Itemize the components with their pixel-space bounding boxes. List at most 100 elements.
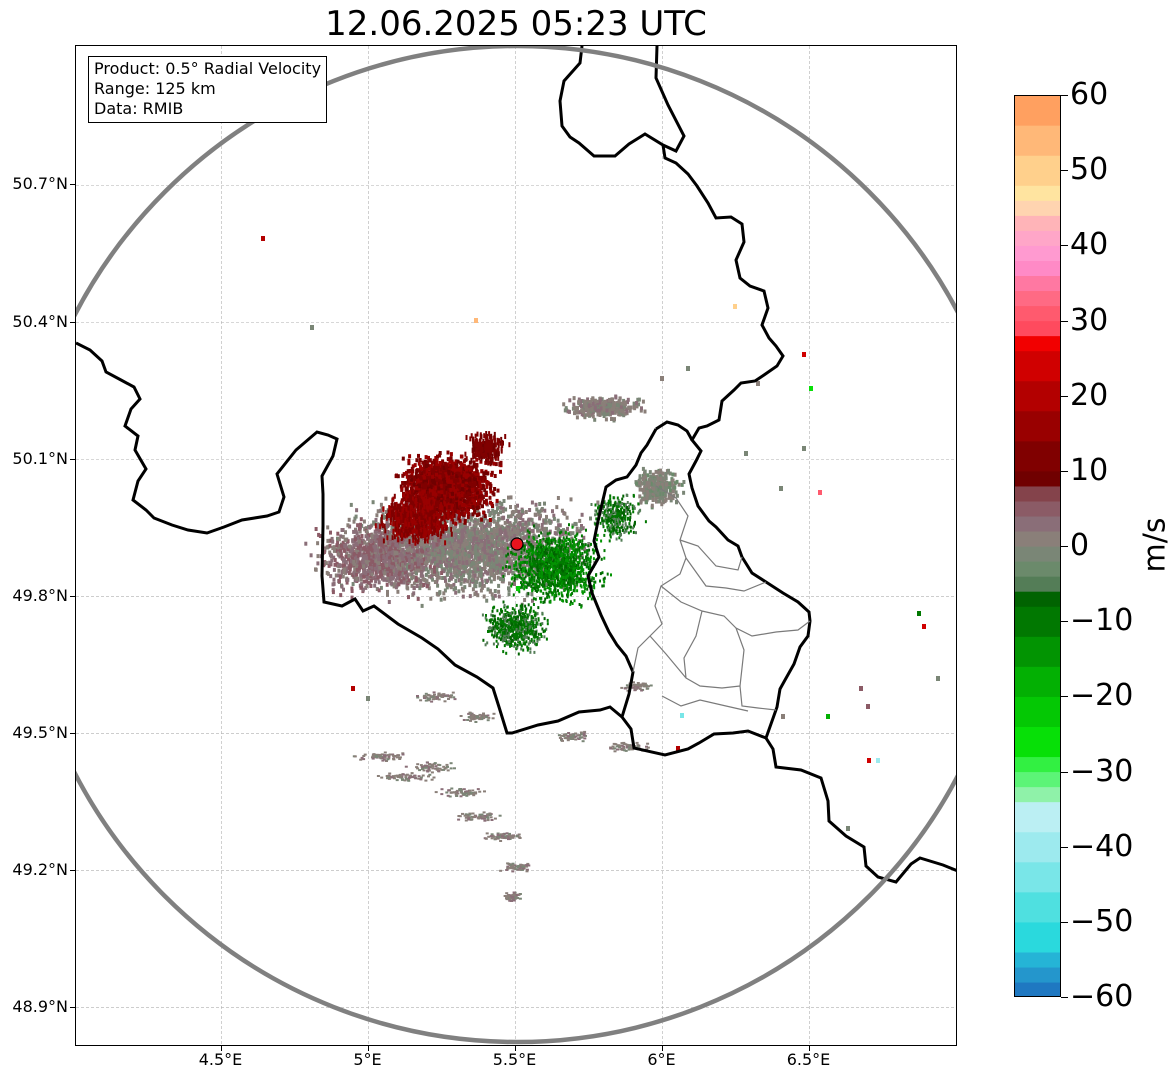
latitude-tick <box>70 321 75 323</box>
colorbar-segment <box>1014 275 1061 292</box>
latitude-label: 48.9°N <box>12 996 68 1016</box>
longitude-label: 6.5°E <box>786 1050 831 1069</box>
colorbar-segment <box>1014 951 1061 968</box>
colorbar-tick-label: 60 <box>1070 77 1109 112</box>
border-germany-belgium <box>661 144 956 884</box>
colorbar-segment <box>1014 350 1061 382</box>
velocity-echoes <box>261 236 940 902</box>
latitude-tick <box>70 595 75 597</box>
colorbar-tick <box>1061 621 1068 623</box>
longitude-tick <box>514 1046 516 1051</box>
latitude-tick <box>70 1006 75 1008</box>
colorbar-tick <box>1061 245 1068 247</box>
colorbar-tick-label: −40 <box>1070 828 1134 864</box>
colorbar-segment <box>1014 200 1061 216</box>
colorbar-tick-label: −50 <box>1070 903 1134 939</box>
colorbar-segment <box>1014 245 1061 261</box>
colorbar-segment <box>1014 981 1061 997</box>
colorbar-tick-label: 0 <box>1070 528 1090 563</box>
colorbar-segment <box>1014 771 1061 788</box>
colorbar-tick <box>1061 170 1068 172</box>
longitude-tick <box>220 1046 222 1051</box>
product-info-box: Product: 0.5° Radial Velocity Range: 125… <box>88 56 328 123</box>
colorbar-tick-label: −30 <box>1070 753 1134 789</box>
colorbar-segment <box>1014 561 1061 577</box>
longitude-tick <box>661 1046 663 1051</box>
border-belgium-netherlands-germany <box>558 46 686 158</box>
radar-map-canvas <box>76 46 956 1045</box>
longitude-label: 6°E <box>647 1050 676 1069</box>
colorbar-tick <box>1061 846 1068 848</box>
longitude-label: 5.5°E <box>492 1050 537 1069</box>
colorbar-segment <box>1014 215 1061 231</box>
longitude-label: 5°E <box>353 1050 382 1069</box>
colorbar-segment <box>1014 155 1061 186</box>
colorbar-tick-label: −10 <box>1070 603 1134 639</box>
colorbar-segment <box>1014 891 1061 923</box>
latitude-label: 49.5°N <box>12 722 68 742</box>
product-label: Product: 0.5° Radial Velocity <box>94 59 322 78</box>
colorbar-segment <box>1014 470 1061 487</box>
latitude-tick <box>70 184 75 186</box>
latitude-tick <box>70 732 75 734</box>
colorbar-segment <box>1014 756 1061 773</box>
colorbar-tick <box>1061 997 1068 998</box>
longitude-label: 4.5°E <box>198 1050 243 1069</box>
colorbar-tick <box>1061 696 1068 698</box>
colorbar-segment <box>1014 921 1061 953</box>
colorbar-tick <box>1061 771 1068 773</box>
colorbar-segment <box>1014 831 1061 863</box>
colorbar-segment <box>1014 786 1061 803</box>
colorbar-tick <box>1061 395 1068 397</box>
colorbar-segment <box>1014 125 1061 156</box>
colorbar-tick <box>1061 470 1068 472</box>
colorbar-segment <box>1014 801 1061 833</box>
latitude-label: 50.1°N <box>12 448 68 468</box>
region-border <box>632 485 811 712</box>
colorbar-segment <box>1014 591 1061 607</box>
source-label: Data: RMIB <box>94 99 184 118</box>
colorbar-tick-label: 40 <box>1070 227 1109 263</box>
longitude-tick <box>808 1046 810 1051</box>
colorbar-tick-label: −20 <box>1070 678 1134 714</box>
colorbar-segment <box>1014 440 1061 472</box>
border-luxembourg <box>586 420 694 718</box>
latitude-label: 49.8°N <box>12 585 68 605</box>
colorbar-tick <box>1061 546 1068 547</box>
colorbar-tick-label: 50 <box>1070 152 1109 188</box>
radar-map[interactable] <box>75 45 957 1046</box>
latitude-label: 49.2°N <box>12 859 68 879</box>
colorbar-segment <box>1014 230 1061 246</box>
colorbar-segment <box>1014 290 1061 307</box>
colorbar-segment <box>1014 966 1061 983</box>
map-title: 12.06.2025 05:23 UTC <box>325 4 707 44</box>
colorbar-tick-label: 20 <box>1070 377 1109 413</box>
colorbar-tick <box>1061 320 1068 322</box>
colorbar-unit-label: m/s <box>1137 517 1171 573</box>
colorbar-segment <box>1014 500 1061 517</box>
velocity-colorbar <box>1014 95 1061 997</box>
latitude-label: 50.7°N <box>12 174 68 194</box>
colorbar-segment <box>1014 335 1061 352</box>
colorbar-segment <box>1014 410 1061 442</box>
colorbar-tick <box>1061 921 1068 923</box>
latitude-tick <box>70 869 75 871</box>
colorbar-segment <box>1014 576 1061 592</box>
colorbar-segment <box>1014 380 1061 412</box>
country-borders <box>76 46 956 884</box>
colorbar-segment <box>1014 606 1061 637</box>
colorbar-segment <box>1014 485 1061 502</box>
colorbar-segment <box>1014 260 1061 276</box>
range-ring <box>76 46 956 1045</box>
border-belgium-france <box>76 341 767 757</box>
latitude-label: 50.4°N <box>12 311 68 331</box>
colorbar-segment <box>1014 515 1061 532</box>
colorbar-segment <box>1014 305 1061 322</box>
range-label: Range: 125 km <box>94 79 216 98</box>
colorbar-segment <box>1014 636 1061 667</box>
longitude-tick <box>367 1046 369 1051</box>
colorbar-segment <box>1014 185 1061 201</box>
colorbar-segment <box>1014 696 1061 727</box>
region-borders <box>632 485 811 712</box>
radar-site-marker[interactable] <box>510 537 524 551</box>
